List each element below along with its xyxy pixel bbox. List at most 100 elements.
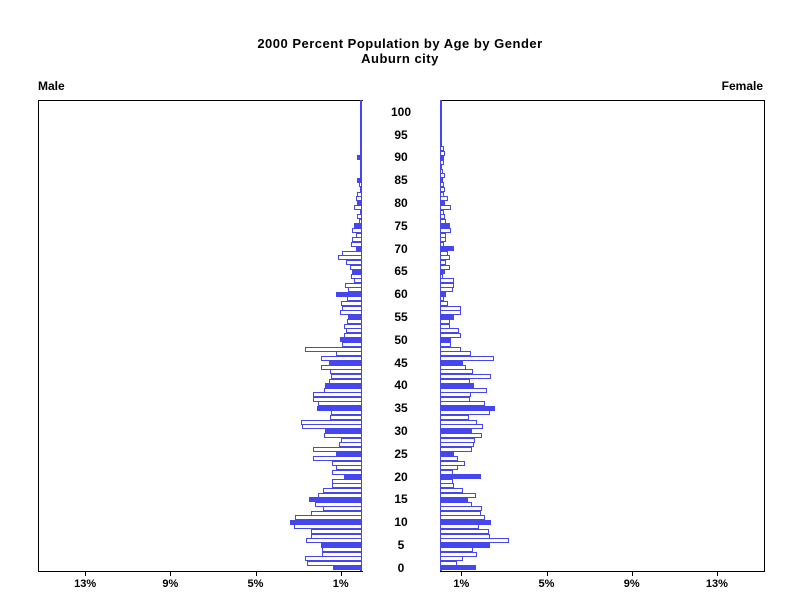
bar-male-age-46 [320,355,362,361]
bar-male-age-39 [323,387,362,393]
bar-male-age-53 [343,323,362,329]
bar-male-age-50 [339,337,362,343]
age-label-80: 80 [394,195,408,210]
bar-female-age-16 [440,492,477,498]
bar-female-age-58 [440,301,448,306]
bar-male-age-18 [332,483,362,489]
bar-female-age-1 [440,560,457,566]
bar-female-age-20 [440,474,481,480]
bar-male-age-75 [353,223,362,229]
age-label-60: 60 [394,287,408,302]
bar-female-age-56 [440,310,462,316]
bar-male-age-49 [341,342,362,347]
bar-female-age-6 [440,538,510,544]
bar-male-age-72 [352,237,362,243]
bar-female-age-31 [440,424,483,430]
bar-female-age-51 [440,332,462,338]
bar-male-age-36 [318,401,362,407]
bar-male-age-67 [346,259,362,265]
bar-female-age-80 [440,200,446,206]
female-tick-5pct [546,571,548,576]
bar-male-age-87 [360,168,362,174]
bar-female-age-3 [440,551,478,557]
bar-female-age-70 [440,246,454,252]
bar-female-age-43 [440,369,473,375]
male-tick-13pct [85,571,87,576]
chart-subtitle: Auburn city [361,51,439,66]
bar-female-age-13 [440,506,482,512]
bar-male-age-32 [301,419,362,425]
bar-male-age-52 [346,328,362,334]
bar-female-age-2 [440,556,464,562]
bar-female-age-15 [440,497,468,502]
female-tick-label-9pct: 9% [623,578,640,590]
bar-female-age-28 [440,437,476,443]
bar-male-age-15 [308,497,363,502]
bar-female-age-38 [440,392,471,398]
age-label-15: 15 [394,492,408,507]
bar-male-age-54 [347,319,362,325]
bar-male-age-81 [355,196,362,202]
bar-female-age-89 [440,159,444,165]
bar-male-age-68 [337,255,362,261]
bar-male-age-58 [340,301,362,306]
female-tick-label-1pct: 1% [453,578,470,590]
bar-male-age-62 [345,282,362,288]
bar-female-age-64 [440,273,444,279]
bar-female-age-59 [440,296,445,302]
bar-male-age-22 [336,465,362,471]
bar-female-age-72 [440,237,447,243]
age-label-25: 25 [394,446,408,461]
age-label-50: 50 [394,332,408,347]
age-label-90: 90 [394,150,408,165]
bar-male-age-3 [321,551,362,557]
bar-male-age-21 [332,469,362,475]
bar-female-age-69 [440,250,448,256]
bar-female-age-62 [440,282,454,288]
bar-female-age-4 [440,547,473,553]
bar-male-age-88 [360,164,362,170]
bar-female-age-11 [440,515,485,521]
bar-male-age-51 [343,332,362,338]
bar-female-age-30 [440,428,472,434]
bar-female-age-23 [440,460,465,466]
bar-male-age-4 [321,547,362,553]
bar-male-age-35 [317,405,362,411]
bar-male-age-78 [359,209,362,215]
bar-female-age-36 [440,401,485,407]
male-tick-label-13pct: 13% [74,578,97,590]
age-label-85: 85 [394,173,408,188]
age-axis-labels: 0 5 10 15 20 25 30 35 40 45 50 55 60 65 70 75 80 85 90 95 10… [362,0,440,600]
bar-male-age-16 [318,492,362,498]
bar-male-age-30 [324,428,362,434]
bar-female-age-50 [440,337,451,343]
bar-female-age-47 [440,351,471,357]
bar-female-age-53 [440,323,450,329]
bar-female-age-7 [440,533,491,539]
bar-female-age-78 [440,209,445,215]
female-tick-label-5pct: 5% [538,578,555,590]
bar-female-age-67 [440,259,447,265]
bar-female-age-92 [440,145,445,151]
bar-male-age-26 [313,446,362,452]
bar-male-age-8 [310,529,362,534]
bar-female-age-87 [440,168,443,174]
bar-male-age-25 [336,451,362,457]
bar-female-age-25 [440,451,454,457]
bar-male-age-59 [347,296,362,302]
bar-female-age-34 [440,410,491,416]
bar-male-age-12 [310,510,362,516]
female-tick-label-13pct: 13% [705,578,728,590]
bar-male-age-19 [332,478,362,484]
bar-male-age-71 [351,241,363,247]
bar-male-age-42 [331,373,362,379]
bar-female-age-39 [440,387,487,393]
bar-male-age-65 [352,269,362,274]
bar-female-age-63 [440,278,454,284]
bar-female-age-5 [440,542,491,548]
bar-male-age-84 [358,182,362,188]
bar-female-age-90 [440,155,445,160]
bar-male-age-70 [355,246,362,252]
bar-female-age-57 [440,305,462,311]
age-label-35: 35 [394,401,408,416]
